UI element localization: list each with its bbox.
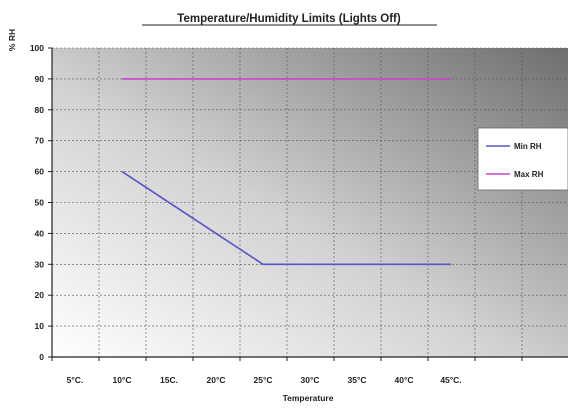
x-axis-label: Temperature: [283, 393, 334, 403]
x-tick-labels: 5°C. 10°C 15C. 20°C 25°C 30°C 35°C 40°C 45°C.: [51, 357, 523, 385]
series-line-min-rh: [121, 170, 451, 266]
legend-box: [477, 127, 568, 191]
x-tick-label: 40°C: [395, 375, 414, 385]
x-tick-label: 15C.: [160, 375, 178, 385]
series-lines: [121, 78, 451, 266]
y-tick-label: 20: [35, 290, 45, 300]
x-tick-label: 20°C: [207, 375, 226, 385]
y-tick-label: 40: [35, 228, 45, 238]
y-axis-label: % RH: [7, 29, 17, 51]
legend-label: Max RH: [514, 170, 544, 179]
y-tick-label: 70: [35, 136, 45, 146]
y-tick-label: 80: [35, 105, 45, 115]
y-tick-label: 50: [35, 198, 45, 208]
x-tick-label: 10°C: [113, 375, 132, 385]
y-tick-label: 90: [35, 74, 45, 84]
y-tick-label: 10: [35, 321, 45, 331]
legend-label: Min RH: [514, 142, 542, 151]
x-tick-label: 25°C: [254, 375, 273, 385]
x-tick-label: 35°C: [348, 375, 367, 385]
chart-title: Temperature/Humidity Limits (Lights Off): [177, 13, 401, 25]
y-tick-label: 60: [35, 167, 45, 177]
x-tick-label: 5°C.: [67, 375, 84, 385]
y-tick-label: 0: [39, 352, 44, 362]
y-tick-labels: 0 10 20 30 40 50 60 70 80 90 100: [30, 43, 52, 362]
y-tick-label: 100: [30, 43, 44, 53]
x-tick-label: 30°C: [301, 375, 320, 385]
y-tick-label: 30: [35, 259, 45, 269]
legend: Min RH Max RH: [477, 127, 568, 191]
x-tick-label: 45°C.: [440, 375, 461, 385]
